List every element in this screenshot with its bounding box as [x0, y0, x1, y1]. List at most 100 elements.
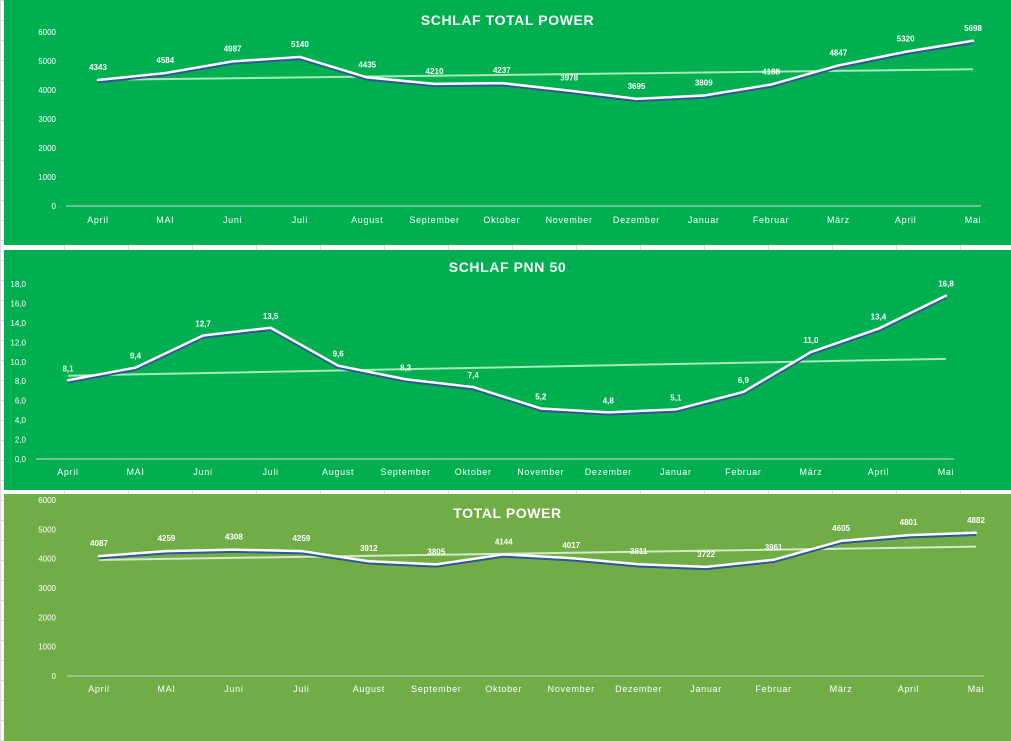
x-tick-label: Juni	[193, 467, 212, 477]
series-line	[97, 39, 974, 101]
x-tick-label: Oktober	[455, 467, 492, 477]
x-tick-label: November	[546, 215, 593, 225]
data-point	[539, 407, 542, 410]
data-label: 4237	[493, 66, 511, 75]
data-label: 4017	[562, 541, 580, 550]
data-point	[809, 350, 813, 354]
data-point	[839, 539, 843, 543]
x-tick-label: November	[517, 467, 564, 477]
y-tick-label: 8,0	[15, 377, 27, 386]
data-label: 5140	[291, 40, 309, 49]
data-label: 4188	[762, 68, 780, 77]
y-tick-label: 3000	[38, 584, 56, 593]
data-label: 3961	[765, 543, 783, 552]
data-label: 3912	[360, 544, 378, 553]
data-point	[971, 39, 975, 42]
x-tick-label: MAI	[157, 684, 175, 694]
data-label: 5,2	[535, 392, 547, 401]
data-point	[567, 89, 571, 92]
data-point	[702, 94, 705, 97]
trendline	[98, 545, 977, 561]
chart-schlaf-pnn50[interactable]: SCHLAF PNN 50 0,0 2,0 4,0 6,0 8,0 10,0 12,0 14,…	[4, 250, 1011, 490]
data-point	[433, 82, 436, 86]
data-point	[769, 83, 773, 86]
data-point	[435, 563, 438, 566]
y-tick-label: 5000	[38, 525, 56, 534]
data-point	[231, 60, 234, 63]
data-point	[201, 334, 205, 337]
y-tick-label: 10,0	[10, 358, 26, 367]
data-point	[336, 364, 340, 367]
y-tick-label: 6000	[38, 496, 56, 505]
y-tick-label: 4000	[38, 86, 56, 95]
data-point	[637, 563, 640, 566]
data-point	[97, 554, 101, 558]
x-tick-label: Juli	[293, 684, 309, 694]
y-tick-label: 0	[52, 672, 57, 681]
data-label: 12,7	[195, 320, 211, 329]
x-tick-label: Februar	[753, 215, 789, 225]
data-point	[269, 326, 272, 329]
data-point	[134, 366, 137, 369]
data-point	[742, 390, 745, 394]
x-tick-label: Dezember	[585, 467, 632, 477]
chart-title: TOTAL POWER	[453, 505, 562, 521]
x-tick-label: MAI	[156, 215, 174, 225]
y-tick-label: 16,0	[10, 299, 26, 308]
data-point	[367, 560, 371, 563]
x-tick-label: Dezember	[615, 684, 662, 694]
y-tick-label: 1000	[38, 173, 56, 182]
x-tick-label: Mai	[938, 467, 955, 477]
x-tick-label: Mai	[968, 684, 985, 694]
data-point	[96, 78, 100, 82]
data-point	[877, 327, 880, 330]
data-label: 9,4	[130, 352, 142, 361]
y-tick-label: 4,0	[15, 416, 27, 425]
x-tick-label: Juni	[223, 215, 242, 225]
data-label: 4584	[156, 56, 174, 65]
y-tick-label: 6000	[38, 28, 56, 37]
series-line	[67, 294, 947, 414]
x-tick-label: September	[411, 684, 461, 694]
series-line-shadow	[98, 533, 977, 571]
data-point	[607, 411, 610, 414]
data-point	[165, 549, 168, 553]
x-tick-label: MAI	[126, 467, 144, 477]
data-label: 4087	[90, 539, 108, 548]
x-tick-label: April	[57, 467, 79, 477]
x-tick-label: Januar	[690, 684, 722, 694]
chart-plot-schlaf-pnn50: 0,0 2,0 4,0 6,0 8,0 10,0 12,0 14,0 16,0 18,0 8,1 9,…	[10, 280, 955, 477]
chart-plot-schlaf-total-power: 0 1000 2000 3000 4000 5000 6000 4343 4584 4987 514…	[38, 24, 982, 225]
x-tick-label: Juli	[292, 215, 308, 225]
data-point	[366, 76, 369, 79]
data-point	[472, 385, 475, 389]
data-label: 4343	[89, 63, 107, 72]
y-tick-label: 4000	[38, 555, 56, 564]
data-point	[837, 64, 840, 67]
data-label: 16,8	[938, 280, 954, 289]
y-tick-label: 12,0	[10, 338, 26, 347]
y-tick-label: 1000	[38, 643, 56, 652]
x-tick-label: März	[827, 215, 850, 225]
data-point	[300, 549, 303, 553]
data-label: 8,1	[62, 364, 74, 373]
x-tick-label: März	[800, 467, 823, 477]
chart-plot-total-power: 0 1000 2000 3000 4000 5000 6000 4087 4259 4308 425…	[38, 496, 985, 694]
y-tick-label: 2,0	[15, 436, 27, 445]
chart-title: SCHLAF TOTAL POWER	[420, 12, 595, 28]
chart-schlaf-total-power[interactable]: SCHLAF TOTAL POWER 0 1000 2000 3000 4000 5000…	[4, 0, 1011, 245]
chart-total-power[interactable]: TOTAL POWER 0 1000 2000 3000 4000 5000 6000 408…	[4, 494, 1011, 741]
data-label: 13,4	[871, 313, 887, 322]
data-label: 8,2	[400, 363, 412, 372]
x-tick-label: April	[868, 467, 890, 477]
trendline	[97, 68, 974, 81]
data-point	[502, 553, 505, 556]
data-label: 4210	[426, 67, 444, 76]
data-label: 4308	[225, 533, 243, 542]
data-label: 5698	[964, 24, 982, 33]
data-label: 4801	[900, 518, 918, 527]
trendline	[67, 357, 947, 377]
x-tick-label: August	[322, 467, 354, 477]
y-tick-label: 5000	[38, 57, 56, 66]
data-label: 3978	[560, 74, 578, 83]
